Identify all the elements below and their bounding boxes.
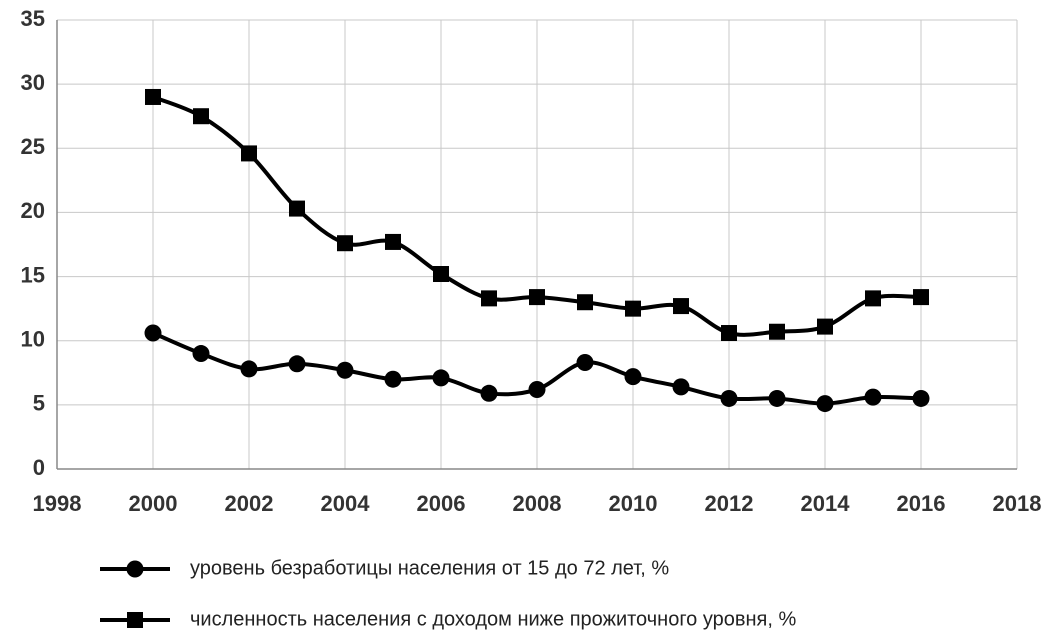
marker [864, 388, 882, 406]
marker [337, 235, 353, 252]
x-tick-label: 1998 [33, 491, 82, 516]
legend-label: уровень безработицы населения от 15 до 7… [190, 557, 669, 579]
marker [529, 289, 545, 306]
marker [817, 318, 833, 335]
marker [384, 370, 402, 388]
marker [673, 298, 689, 315]
marker [625, 300, 641, 317]
x-tick-label: 2000 [129, 491, 178, 516]
marker [432, 369, 450, 387]
marker [480, 384, 498, 402]
marker [241, 145, 257, 162]
marker [481, 290, 497, 307]
marker [145, 88, 161, 105]
x-tick-label: 2010 [609, 491, 658, 516]
x-tick-label: 2012 [705, 491, 754, 516]
marker [193, 108, 209, 125]
marker [528, 380, 546, 398]
marker [672, 378, 690, 396]
marker [240, 360, 258, 378]
marker [913, 289, 929, 306]
x-tick-label: 2008 [513, 491, 562, 516]
marker [192, 345, 210, 363]
x-tick-label: 2006 [417, 491, 466, 516]
marker [144, 324, 162, 342]
y-tick-label: 5 [33, 391, 45, 416]
y-tick-label: 25 [21, 134, 45, 159]
marker [288, 355, 306, 373]
marker [720, 389, 738, 407]
y-tick-label: 15 [21, 262, 45, 287]
legend-label: численность населения с доходом ниже про… [190, 608, 796, 630]
marker [289, 200, 305, 217]
legend-marker [127, 612, 143, 628]
marker [433, 266, 449, 283]
y-tick-label: 10 [21, 327, 45, 352]
y-tick-label: 30 [21, 70, 45, 95]
y-tick-label: 35 [21, 6, 45, 31]
y-tick-label: 0 [33, 455, 45, 480]
marker [721, 325, 737, 342]
marker [865, 290, 881, 307]
marker [816, 395, 834, 413]
legend-marker [126, 560, 144, 578]
marker [769, 323, 785, 340]
marker [912, 389, 930, 407]
marker [385, 233, 401, 250]
marker [336, 361, 354, 379]
marker [577, 294, 593, 311]
marker [624, 368, 642, 386]
x-tick-label: 2016 [897, 491, 946, 516]
marker [576, 354, 594, 372]
x-tick-label: 2018 [993, 491, 1042, 516]
y-tick-label: 20 [21, 198, 45, 223]
x-tick-label: 2004 [321, 491, 371, 516]
marker [768, 389, 786, 407]
x-tick-label: 2002 [225, 491, 274, 516]
x-tick-label: 2014 [801, 491, 851, 516]
